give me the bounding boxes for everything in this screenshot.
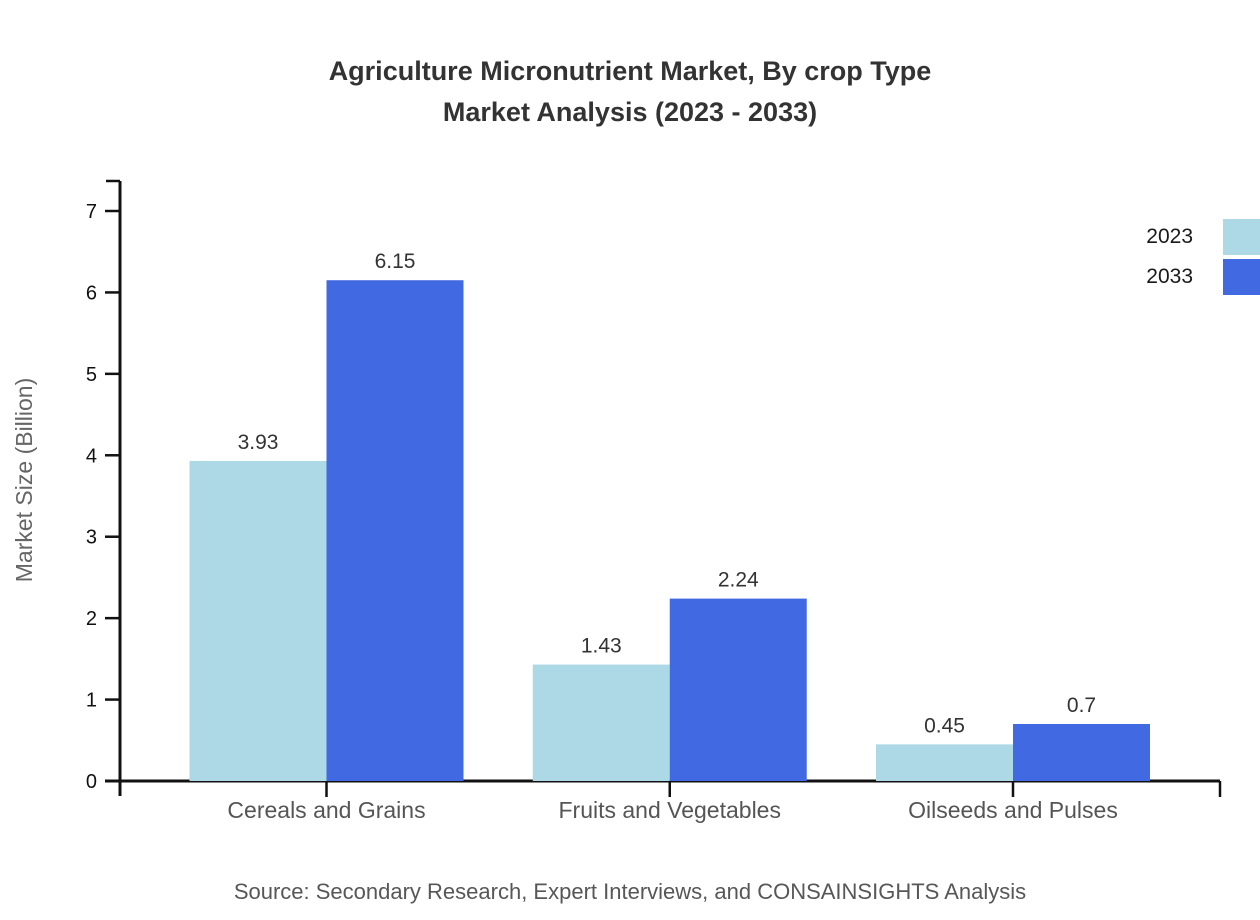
category-label: Cereals and Grains [227,797,425,823]
chart-title: Agriculture Micronutrient Market, By cro… [0,51,1260,133]
y-axis-title: Market Size (Billion) [11,378,37,583]
chart-title-line1: Agriculture Micronutrient Market, By cro… [328,56,932,86]
bar-2023-3 [876,744,1013,781]
bar-2023-1 [189,460,327,781]
legend-row-2023: 2023 [1146,219,1260,255]
y-tick-label: 5 [86,364,97,386]
legend-row-2033: 2033 [1146,259,1260,295]
chart-title-line2: Market Analysis (2023 - 2033) [442,97,818,127]
value-label: 6.15 [375,250,416,273]
value-label: 1.43 [581,635,622,658]
y-tick-label: 0 [86,771,97,793]
y-tick-label: 4 [86,445,97,467]
bar-2033-3 [1013,724,1150,781]
legend-swatch [1223,219,1260,255]
value-label: 0.45 [924,714,965,737]
legend: 2023 2033 [1146,219,1260,295]
value-label: 3.93 [238,431,279,454]
y-tick-label: 6 [86,282,97,304]
y-tick-label: 2 [86,608,97,630]
y-tick-label: 3 [86,527,97,549]
value-label: 0.7 [1067,694,1096,717]
bar-2033-2 [669,598,807,781]
y-tick-label: 1 [86,690,97,712]
category-label: Oilseeds and Pulses [908,797,1118,823]
source-note: Source: Secondary Research, Expert Inter… [233,879,1027,904]
legend-swatch [1223,259,1260,295]
y-tick-label: 7 [86,201,97,223]
bar-2023-2 [532,664,670,781]
value-label: 2.24 [718,569,759,592]
legend-label: 2023 [1146,225,1193,248]
bar-2033-1 [326,280,464,781]
legend-label: 2033 [1146,265,1193,288]
category-label: Fruits and Vegetables [559,797,781,823]
